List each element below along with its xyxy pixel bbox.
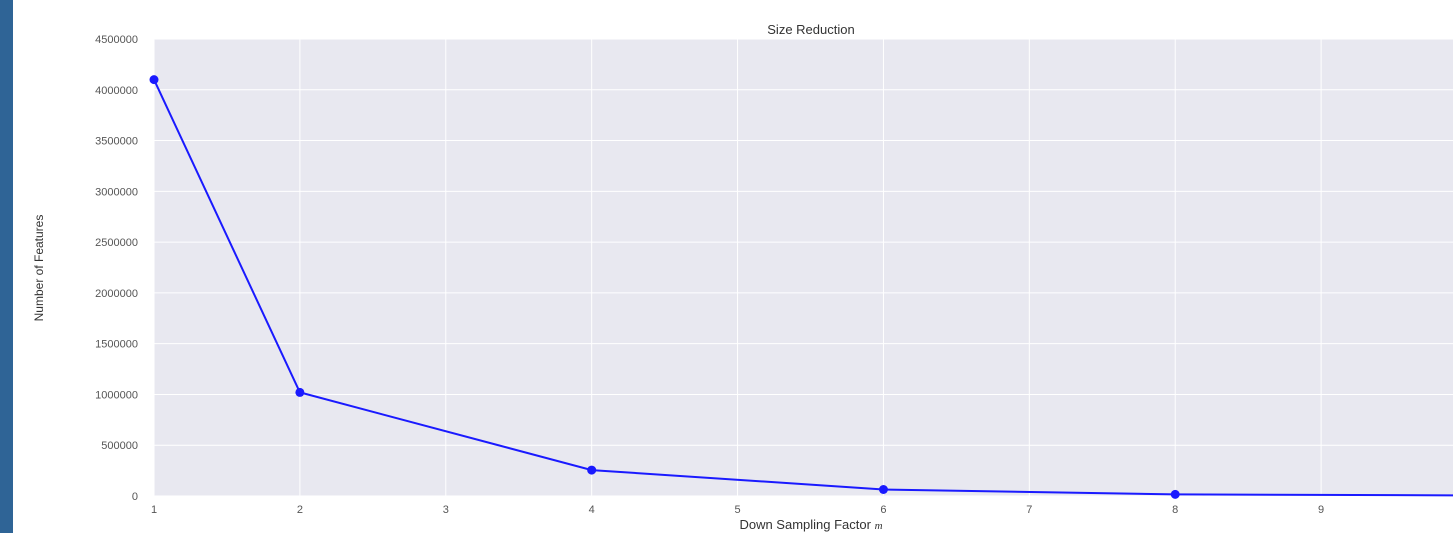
x-tick-label: 8	[1172, 504, 1178, 516]
data-point	[149, 75, 159, 85]
grid-lines	[153, 38, 1453, 497]
y-tick-label: 3500000	[95, 136, 138, 148]
y-tick-label: 3000000	[95, 186, 138, 198]
x-tick-label: 2	[297, 504, 303, 516]
data-point	[295, 387, 305, 397]
y-tick-label: 2500000	[95, 237, 138, 249]
x-tick-label: 7	[1026, 504, 1032, 516]
y-tick-label: 2000000	[95, 288, 138, 300]
x-axis-label-text: Down Sampling Factor	[739, 517, 871, 532]
y-tick-label: 4500000	[95, 34, 138, 46]
y-axis-ticks: 0 500000 1000000 1500000 2000000 2500000 30000…	[95, 34, 138, 503]
data-point	[1170, 489, 1180, 499]
x-tick-label: 1	[151, 504, 157, 516]
y-tick-label: 500000	[101, 440, 138, 452]
series-layer	[149, 75, 1453, 499]
plot-area	[154, 39, 1453, 496]
x-tick-label: 3	[443, 504, 449, 516]
data-point	[587, 465, 597, 475]
series-line	[153, 79, 1453, 497]
y-tick-label: 4000000	[95, 85, 138, 97]
x-axis-ticks: 1 2 3 4 5 6 7 8 9	[151, 504, 1324, 516]
x-tick-label: 6	[880, 504, 886, 516]
x-tick-label: 5	[734, 504, 740, 516]
x-axis-label-variable: m	[875, 520, 883, 532]
y-tick-label: 1500000	[95, 339, 138, 351]
data-point	[878, 485, 888, 495]
x-tick-label: 4	[589, 504, 595, 516]
left-accent-bar	[0, 0, 13, 533]
y-tick-label: 1000000	[95, 389, 138, 401]
x-axis-label: Down Sampling Factor m	[739, 517, 882, 532]
x-tick-label: 9	[1318, 504, 1324, 516]
y-tick-label: 0	[132, 491, 138, 503]
chart-title: Size Reduction	[767, 22, 854, 37]
y-axis-label: Number of Features	[32, 215, 46, 322]
